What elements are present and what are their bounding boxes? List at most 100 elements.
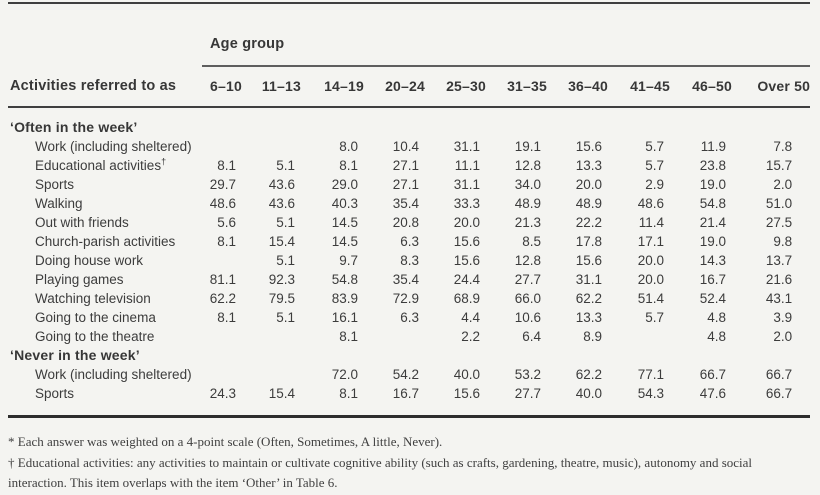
value-cell: 4.8 xyxy=(707,310,726,325)
table-row: Work (including sheltered) 72.0 54.2 40.0 53… xyxy=(8,365,810,384)
value-cell xyxy=(242,137,301,156)
activity-label: Out with friends xyxy=(35,215,129,230)
age-column-header: 31–35 xyxy=(486,66,547,108)
activities-column-header: Activities referred to as xyxy=(8,66,202,108)
value-cell: 5.7 xyxy=(645,310,664,325)
value-cell: 27.1 xyxy=(392,158,419,173)
value-cell: 40.3 xyxy=(331,196,358,211)
activity-label: Watching television xyxy=(35,291,151,306)
table-row: Work (including sheltered) 8.0 10.4 31.1 19.… xyxy=(8,137,810,156)
value-cell: 27.7 xyxy=(514,272,541,287)
value-cell: 23.8 xyxy=(699,158,726,173)
value-cell: 47.6 xyxy=(699,386,726,401)
activity-label: Going to the cinema xyxy=(35,310,156,325)
value-cell: 8.1 xyxy=(217,310,236,325)
value-cell: 2.0 xyxy=(773,329,793,344)
section-title: ‘Never in the week’ xyxy=(10,347,140,363)
section-title: ‘Often in the week’ xyxy=(10,119,138,135)
value-cell: 15.4 xyxy=(268,234,295,249)
value-cell: 72.0 xyxy=(331,367,358,382)
value-cell xyxy=(202,251,242,270)
value-cell: 66.7 xyxy=(765,386,793,401)
table-row: Sports 29.7 43.6 29.0 27.1 31.1 34.0 20.0 2.9 19.… xyxy=(8,175,810,194)
value-cell xyxy=(242,365,301,384)
value-cell: 5.1 xyxy=(276,158,295,173)
value-cell: 92.3 xyxy=(268,272,295,287)
value-cell: 20.0 xyxy=(453,215,480,230)
value-cell: 12.8 xyxy=(514,253,541,268)
value-cell: 16.7 xyxy=(699,272,726,287)
table-row: Doing house work 5.1 9.7 8.3 15.6 12.8 15.6 20.… xyxy=(8,251,810,270)
value-cell: 29.7 xyxy=(209,177,236,192)
footnotes: * Each answer was weighted on a 4-point … xyxy=(8,432,808,494)
value-cell: 14.3 xyxy=(699,253,726,268)
value-cell: 43.6 xyxy=(268,177,295,192)
value-cell: 15.7 xyxy=(765,158,793,173)
table-row: Walking 48.6 43.6 40.3 35.4 33.3 48.9 48.9 48.6 5… xyxy=(8,194,810,213)
age-column-header: 14–19 xyxy=(301,66,364,108)
value-cell: 33.3 xyxy=(453,196,480,211)
value-cell: 19.0 xyxy=(699,234,726,249)
activity-label: Church-parish activities xyxy=(35,234,176,249)
footnote-educational-activities: † Educational activities: any activities… xyxy=(8,454,753,491)
value-cell: 6.3 xyxy=(400,234,419,249)
value-cell: 77.1 xyxy=(637,367,664,382)
value-cell: 35.4 xyxy=(392,272,419,287)
value-cell: 54.8 xyxy=(331,272,358,287)
activities-table-wrap: Age group Activities referred to as 6–10… xyxy=(8,2,811,418)
value-cell: 8.1 xyxy=(217,234,236,249)
value-cell: 31.1 xyxy=(453,139,480,154)
age-column-header: 6–10 xyxy=(202,66,242,108)
value-cell: 13.7 xyxy=(765,253,793,268)
value-cell: 11.1 xyxy=(454,158,480,173)
value-cell: 24.3 xyxy=(209,386,236,401)
value-cell: 2.9 xyxy=(645,177,664,192)
value-cell: 48.9 xyxy=(575,196,602,211)
value-cell: 8.1 xyxy=(339,329,358,344)
value-cell: 72.9 xyxy=(392,291,419,306)
value-cell: 53.2 xyxy=(514,367,541,382)
activity-label: Sports xyxy=(35,386,75,401)
value-cell: 27.5 xyxy=(765,215,793,230)
value-cell: 19.0 xyxy=(699,177,726,192)
value-cell: 21.6 xyxy=(765,272,793,287)
activity-label: Walking xyxy=(35,196,83,211)
value-cell xyxy=(364,327,425,346)
value-cell: 7.8 xyxy=(773,139,793,154)
value-cell: 20.0 xyxy=(575,177,602,192)
table-row: Sports 24.3 15.4 8.1 16.7 15.6 27.7 40.0 54.3 47.… xyxy=(8,384,810,417)
value-cell: 20.8 xyxy=(392,215,419,230)
value-cell: 15.6 xyxy=(453,234,480,249)
value-cell: 15.6 xyxy=(453,386,480,401)
value-cell: 2.2 xyxy=(461,329,480,344)
value-cell: 5.1 xyxy=(276,310,295,325)
value-cell: 17.8 xyxy=(575,234,602,249)
value-cell: 52.4 xyxy=(699,291,726,306)
value-cell: 6.3 xyxy=(400,310,419,325)
value-cell: 48.9 xyxy=(514,196,541,211)
table-row: Educational activities† 8.1 5.1 8.1 27.1 11.1… xyxy=(8,156,810,175)
activity-label: Work (including sheltered) xyxy=(35,139,192,154)
activity-label: Going to the theatre xyxy=(35,329,155,344)
value-cell xyxy=(202,327,242,346)
age-column-header: 36–40 xyxy=(547,66,608,108)
column-header-row: Activities referred to as 6–10 11–13 14–… xyxy=(8,66,811,108)
value-cell: 62.2 xyxy=(209,291,236,306)
value-cell: 5.7 xyxy=(645,158,664,173)
value-cell xyxy=(242,327,301,346)
table-body: ‘Often in the week’ Work (including shelt… xyxy=(8,107,810,417)
age-group-row: Age group xyxy=(8,4,811,67)
value-cell: 51.4 xyxy=(637,291,664,306)
value-cell: 16.7 xyxy=(392,386,419,401)
value-cell: 15.6 xyxy=(453,253,480,268)
value-cell: 5.1 xyxy=(276,215,295,230)
table-row: Going to the theatre 8.1 2.2 6.4 8.9 4.8 2.0 xyxy=(8,327,810,346)
value-cell: 8.5 xyxy=(522,234,541,249)
value-cell: 51.0 xyxy=(765,196,793,211)
value-cell: 14.5 xyxy=(331,215,358,230)
value-cell: 66.7 xyxy=(699,367,726,382)
value-cell: 34.0 xyxy=(514,177,541,192)
value-cell: 21.4 xyxy=(699,215,726,230)
age-column-header: 20–24 xyxy=(364,66,425,108)
value-cell: 10.6 xyxy=(514,310,541,325)
